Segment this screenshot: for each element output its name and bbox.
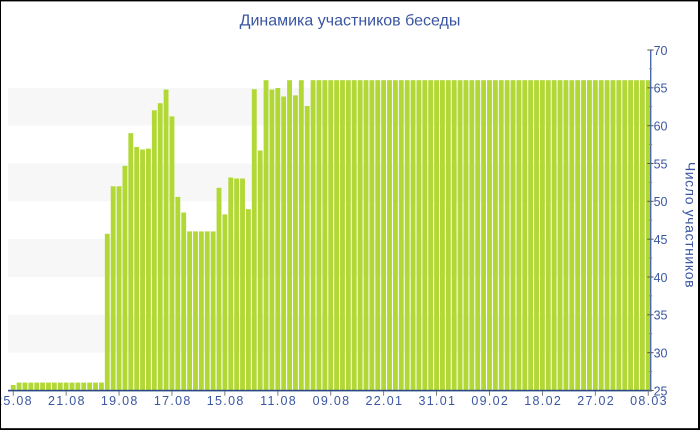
- svg-text:65: 65: [654, 82, 668, 96]
- svg-text:11.08: 11.08: [260, 394, 297, 408]
- svg-text:50: 50: [654, 195, 668, 209]
- svg-text:22.01: 22.01: [366, 394, 404, 408]
- svg-text:25.08: 25.08: [0, 394, 33, 408]
- svg-text:35: 35: [654, 309, 668, 323]
- svg-text:21.08: 21.08: [48, 394, 86, 408]
- svg-text:17.08: 17.08: [154, 394, 192, 408]
- svg-text:30: 30: [654, 347, 668, 361]
- svg-text:45: 45: [654, 233, 668, 247]
- svg-text:09.08: 09.08: [313, 394, 351, 408]
- svg-text:15.08: 15.08: [207, 394, 245, 408]
- svg-text:60: 60: [654, 120, 668, 134]
- svg-text:19.08: 19.08: [101, 394, 139, 408]
- svg-text:Динамика участников беседы: Динамика участников беседы: [240, 13, 461, 30]
- svg-text:09.02: 09.02: [471, 394, 509, 408]
- svg-text:31.01: 31.01: [419, 394, 457, 408]
- svg-text:18.02: 18.02: [524, 394, 562, 408]
- svg-text:08.03: 08.03: [630, 394, 668, 408]
- svg-text:70: 70: [654, 44, 668, 58]
- svg-text:40: 40: [654, 271, 668, 285]
- svg-text:25: 25: [654, 384, 668, 398]
- svg-text:55: 55: [654, 157, 668, 171]
- svg-text:Число участников: Число участников: [683, 162, 699, 288]
- svg-text:27.02: 27.02: [577, 394, 615, 408]
